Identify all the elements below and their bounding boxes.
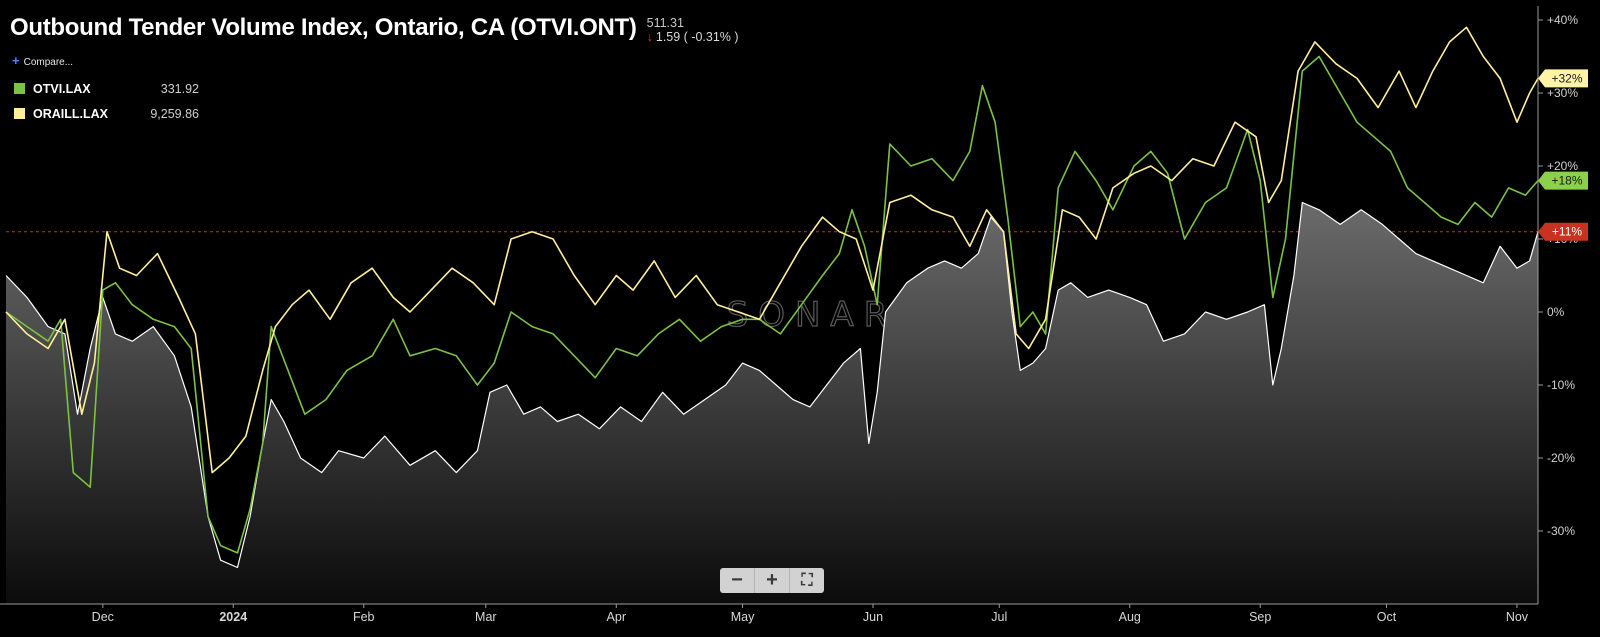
legend: OTVI.LAX 331.92 ORAILL.LAX 9,259.86	[14, 76, 199, 126]
legend-value: 331.92	[160, 81, 199, 96]
y-tick-label: -30%	[1547, 524, 1575, 538]
x-tick-label: Jul	[991, 610, 1007, 624]
last-value: 511.31	[646, 16, 684, 30]
legend-swatch	[14, 83, 25, 94]
plus-icon: +	[12, 53, 20, 68]
y-tick-label: -10%	[1547, 378, 1575, 392]
x-tick-label: Apr	[607, 610, 626, 624]
y-tick-label: +20%	[1547, 159, 1578, 173]
end-label-oraill-lax-bg	[1538, 69, 1588, 88]
end-label-otvi-lax: +18%	[1551, 174, 1582, 188]
x-tick-label: Feb	[353, 610, 375, 624]
zoom-in-button[interactable]: +	[755, 568, 790, 593]
fullscreen-button[interactable]: ⛶	[801, 571, 813, 589]
change-value: 1.59 ( -0.31% )	[655, 30, 739, 44]
x-tick-label: Nov	[1506, 610, 1529, 624]
end-label-otvi-ont: +11%	[1552, 225, 1582, 239]
legend-value: 9,259.86	[150, 106, 199, 121]
chart-header: Outbound Tender Volume Index, Ontario, C…	[10, 14, 739, 44]
quote-box: 511.31 ↓ 1.59 ( -0.31% )	[647, 16, 739, 44]
end-label-otvi-lax-bg	[1538, 171, 1588, 190]
series-line-oraill-lax	[5, 26, 1539, 474]
down-arrow-icon: ↓	[646, 30, 653, 44]
series-line-otvi-ont	[5, 201, 1539, 569]
y-tick-label: +40%	[1547, 13, 1578, 27]
x-tick-label: Oct	[1377, 610, 1397, 624]
y-tick-label: 0%	[1547, 305, 1565, 319]
compare-button[interactable]: + Compare...	[12, 53, 73, 68]
legend-item-otvi-lax[interactable]: OTVI.LAX 331.92	[14, 76, 199, 101]
end-label-otvi-ont-bg	[1538, 222, 1588, 241]
legend-name: ORAILL.LAX	[33, 106, 108, 121]
y-tick-label: -20%	[1547, 451, 1575, 465]
x-tick-label: Jun	[863, 610, 883, 624]
x-tick-label: Aug	[1119, 610, 1141, 624]
series-line-otvi-lax	[5, 55, 1539, 554]
series-area-otvi-ont	[6, 202, 1538, 604]
x-tick-label: 2024	[219, 610, 247, 624]
legend-name: OTVI.LAX	[33, 81, 91, 96]
legend-swatch	[14, 108, 25, 119]
compare-label: Compare...	[23, 57, 74, 68]
x-tick-label: May	[731, 610, 755, 624]
zoom-out-button[interactable]: −	[720, 568, 755, 593]
x-tick-label: Mar	[475, 610, 497, 624]
x-tick-label: Sep	[1249, 610, 1271, 624]
chart-title: Outbound Tender Volume Index, Ontario, C…	[10, 14, 637, 41]
legend-item-oraill-lax[interactable]: ORAILL.LAX 9,259.86	[14, 101, 199, 126]
y-tick-label: +30%	[1547, 86, 1578, 100]
watermark: SONAR	[727, 295, 898, 335]
x-tick-label: Dec	[92, 610, 114, 624]
zoom-controls: − + ⛶	[720, 568, 824, 593]
end-label-oraill-lax: +32%	[1551, 71, 1582, 85]
